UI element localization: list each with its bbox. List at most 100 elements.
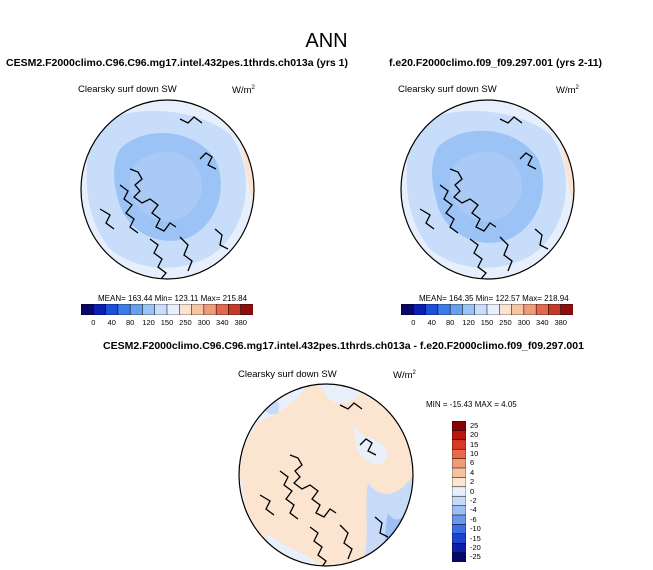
panel2-colorbar-tick-label: 250	[499, 318, 512, 327]
panel2-colorbar-tick-label: 120	[462, 318, 475, 327]
panel3-colorbar-box	[452, 439, 466, 450]
panel2-colorbar-tick-label: 40	[427, 318, 436, 327]
panel2-stats: MEAN= 164.35 Min= 122.57 Max= 218.94	[419, 294, 569, 303]
panel3-colorbar-tick-label: 0	[470, 486, 475, 496]
panel2-colorbar-box	[425, 304, 439, 315]
panel2-colorbar-box	[499, 304, 513, 315]
panel2-case-title: f.e20.F2000climo.f09_f09.297.001 (yrs 2-…	[389, 57, 603, 69]
panel1-colorbar-tick-label: 120	[142, 318, 155, 327]
panel2-colorbar-box	[449, 304, 463, 315]
panel3-colorbar-box	[452, 458, 466, 469]
panel3-colorbar-box	[452, 421, 466, 431]
panel1-variable-label: Clearsky surf down SW	[78, 84, 177, 95]
panel1-units-label: W/m2	[232, 85, 255, 97]
panel3-colorbar-tick-label: 10	[470, 448, 479, 458]
panel1-colorbar-box	[117, 304, 131, 315]
panel2-polar-map	[400, 99, 575, 280]
panel1-colorbar-box	[129, 304, 143, 315]
panel2-colorbar-box	[401, 304, 414, 315]
panel1-colorbar-box	[179, 304, 193, 315]
panel3-colorbar-tick-label: 25	[470, 420, 479, 430]
panel3-colorbar-tick-label: -6	[470, 514, 477, 524]
panel1-colorbar-box	[166, 304, 180, 315]
panel3-colorbar-box	[452, 486, 466, 497]
panel1-stats: MEAN= 163.44 Min= 123.11 Max= 215.84	[98, 294, 248, 303]
panel3-colorbar-tick-label: 20	[470, 430, 479, 440]
panel3-stats: MIN = -15.43 MAX = 4.05	[426, 400, 517, 409]
panel1-colorbar-tick-label: 250	[179, 318, 192, 327]
panel2-map-border	[400, 99, 575, 280]
panel2-colorbar	[401, 304, 573, 315]
panel2-colorbar-box	[413, 304, 427, 315]
panel2-colorbar-box	[486, 304, 500, 315]
panel3-colorbar-box	[452, 467, 466, 478]
panel2-variable-label: Clearsky surf down SW	[398, 84, 497, 95]
panel3-colorbar-box	[452, 552, 466, 562]
panel3-polar-map	[238, 383, 414, 567]
panel1-colorbar-box	[191, 304, 205, 315]
panel3-colorbar-box	[452, 430, 466, 441]
panel1-colorbar	[81, 304, 253, 315]
panel3-coastlines	[259, 402, 389, 566]
panel2-colorbar-box	[548, 304, 562, 315]
panel3-colorbar-tick-label: -15	[470, 533, 481, 543]
panel2-colorbar-tick-label: 150	[480, 318, 494, 327]
panel3-colorbar-tick-label: 2	[470, 477, 475, 487]
panel3-colorbar-tick-label: -25	[470, 552, 481, 562]
panel2-colorbar-tick-label: 340	[536, 318, 549, 327]
panel3-colorbar-box	[452, 524, 466, 535]
panel1-colorbar-box	[81, 304, 94, 315]
panel2-colorbar-box	[462, 304, 476, 315]
panel3-units-label: W/m2	[393, 370, 416, 382]
panel1-colorbar-tick-label: 340	[216, 318, 229, 327]
panel3-colorbar-box	[452, 514, 466, 525]
panel1-colorbar-tick-label: 300	[197, 318, 211, 327]
panel3-field-ne1	[353, 423, 388, 465]
panel1-polar-map	[80, 99, 255, 280]
panel1-colorbar-tick-label: 40	[107, 318, 116, 327]
panel1-colorbar-box	[228, 304, 242, 315]
panel3-colorbar-box	[452, 542, 466, 554]
panel2-colorbar-ticks: 0 40 80 120 150 250 300 340 380	[401, 318, 573, 328]
panel1-colorbar-box	[93, 304, 107, 315]
panel3-colorbar	[452, 421, 466, 562]
panel3-colorbar-tick-label: -20	[470, 542, 481, 552]
panel2-colorbar-box	[560, 304, 573, 315]
panel3-map-border	[238, 383, 414, 567]
panel2-colorbar-tick-label: 380	[554, 318, 567, 327]
panel3-colorbar-tick-label: 15	[470, 439, 479, 449]
panel2-colorbar-tick-label: 0	[411, 318, 416, 327]
panel1-colorbar-box	[240, 304, 253, 315]
panel1-colorbar-box	[215, 304, 229, 315]
panel2-field-core	[449, 151, 522, 222]
panel3-colorbar-ticks: 25 20 15 10 6 4 2 0 -2 -4 -6 -10 -15 -20 -25	[470, 421, 500, 562]
panel1-colorbar-ticks: 0 40 80 120 150 250 300 340 380	[81, 318, 253, 328]
panel1-colorbar-box	[154, 304, 168, 315]
panel1-colorbar-tick-label: 150	[160, 318, 174, 327]
panel3-colorbar-box	[452, 505, 466, 516]
panel3-colorbar-tick-label: 4	[470, 467, 475, 477]
panel1-colorbar-tick-label: 80	[125, 318, 135, 327]
panel1-colorbar-box	[203, 304, 217, 315]
panel2-colorbar-tick-label: 80	[445, 318, 455, 327]
panel3-colorbar-box	[452, 448, 466, 460]
panel3-colorbar-tick-label: -10	[470, 524, 481, 534]
panel3-colorbar-box	[452, 533, 466, 544]
panel3-colorbar-box	[452, 495, 466, 507]
panel1-colorbar-box	[142, 304, 156, 315]
panel1-coastlines	[99, 116, 229, 279]
panel1-colorbar-tick-label: 0	[91, 318, 96, 327]
panel2-colorbar-box	[437, 304, 451, 315]
panel3-case-title: CESM2.F2000climo.C96.C96.mg17.intel.432p…	[103, 340, 584, 352]
panel3-field-se-min	[393, 528, 413, 566]
panel3-colorbar-tick-label: -2	[470, 495, 477, 505]
panel2-colorbar-box	[523, 304, 537, 315]
panel2-colorbar-box	[535, 304, 549, 315]
panel3-colorbar-tick-label: -4	[470, 505, 477, 515]
panel2-colorbar-box	[511, 304, 525, 315]
panel3-colorbar-box	[452, 477, 466, 488]
panel3-colorbar-tick-label: 6	[470, 458, 475, 468]
panel2-units-label: W/m2	[556, 85, 579, 97]
panel1-field-core	[129, 151, 202, 222]
panel2-colorbar-tick-label: 300	[517, 318, 531, 327]
